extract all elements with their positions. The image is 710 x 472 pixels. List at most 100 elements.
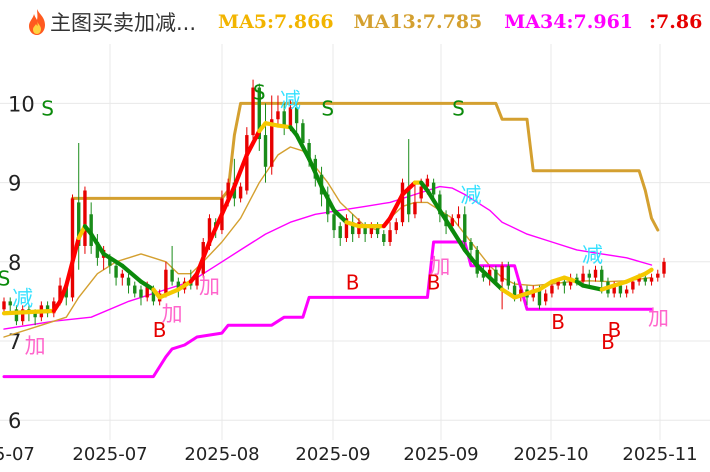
signal-label: 加	[429, 255, 450, 279]
signal-label: S	[321, 96, 334, 120]
trend-line-segment	[157, 287, 181, 300]
y-tick-label: 8	[8, 251, 21, 275]
candle-body	[450, 218, 455, 227]
candle-body	[139, 289, 143, 298]
signal-label: B	[427, 271, 441, 295]
signal-label: 减	[12, 286, 33, 310]
candle-body	[494, 269, 498, 282]
candle-body	[33, 313, 37, 318]
trend-line-segment	[624, 271, 648, 284]
signal-label: B	[601, 330, 615, 354]
candle-body	[587, 273, 591, 278]
candle-body	[164, 269, 168, 294]
candle-body	[643, 277, 648, 282]
x-tick-label: 2025-11	[622, 444, 697, 465]
candle-body	[425, 178, 430, 187]
y-tick-label: 9	[8, 172, 21, 196]
trend-line-segment	[462, 247, 480, 268]
candle-body	[270, 119, 274, 167]
x-tick-label: 2025-10	[513, 444, 588, 465]
signal-label: 减	[280, 88, 301, 112]
trend-line-segment	[306, 156, 324, 189]
candle-body	[344, 218, 349, 239]
fire-icon	[29, 9, 45, 35]
candle-body	[307, 143, 311, 159]
trend-line-segment	[500, 287, 517, 300]
signal-label: B	[153, 318, 167, 342]
candlestick-plot[interactable]: 6 7 8 9 10 5-07 2025-07 2025-08 2025-09 2025-09 20…	[0, 44, 710, 472]
candle-body	[20, 309, 25, 322]
trend-line-segment	[344, 220, 362, 229]
candle-body	[656, 273, 660, 278]
ma34-line	[3, 185, 653, 330]
trend-line-segment	[319, 184, 337, 213]
candle-body	[388, 230, 392, 242]
candle-body	[469, 242, 473, 250]
trend-line-segment	[643, 267, 654, 276]
candle-body	[120, 273, 125, 278]
trend-line-segment	[1, 308, 56, 316]
candle-body	[151, 289, 156, 302]
candle-body	[126, 277, 131, 286]
trend-line-segment	[89, 231, 106, 256]
trend-line-segment	[612, 279, 629, 288]
trend-line-segment	[599, 283, 617, 292]
candle-body	[562, 281, 567, 286]
trend-line-segment	[512, 291, 530, 300]
signal-label: 加	[199, 274, 220, 298]
candle-body	[537, 289, 542, 306]
x-tick-label: 2025-09	[295, 444, 370, 465]
candle-body	[133, 285, 137, 294]
candle-body	[301, 123, 305, 143]
trend-line-segment	[101, 251, 125, 268]
x-tick-label: 5-07	[0, 444, 35, 465]
trend-line-segment	[57, 283, 69, 304]
y-tick-label: 7	[8, 330, 21, 354]
candle-body	[363, 226, 367, 235]
trend-line-segment	[176, 279, 193, 292]
x-tick-label: 2025-08	[184, 444, 259, 465]
last-price-label: :7.86	[649, 11, 703, 33]
candle-body	[407, 186, 411, 215]
support-line	[2, 240, 653, 379]
candle-body	[276, 111, 280, 120]
candle-body	[282, 111, 286, 128]
candle-body	[375, 226, 380, 235]
ma13-line	[3, 146, 653, 338]
trend-line-segment	[219, 184, 237, 217]
candle-body	[624, 289, 629, 294]
indicator-title[interactable]: 主图买卖加减...	[50, 11, 197, 35]
trend-line-segment	[64, 235, 81, 288]
candle-body	[487, 269, 492, 278]
candle-body	[77, 202, 81, 246]
candle-body	[2, 301, 6, 310]
candle-body	[382, 234, 386, 242]
signal-label: S	[0, 267, 10, 291]
candle-body	[649, 277, 654, 282]
candle-body	[263, 135, 268, 167]
candle-body	[326, 194, 330, 215]
candle-body	[662, 261, 666, 274]
x-tick-label: 2025-07	[72, 444, 147, 465]
candle-body	[195, 273, 199, 286]
trend-line-segment	[194, 239, 212, 276]
trend-line-segment	[475, 263, 492, 280]
candle-body	[226, 182, 230, 199]
candle-body	[631, 281, 635, 290]
trend-line-segment	[537, 279, 555, 292]
y-tick-label: 10	[8, 92, 35, 116]
candle-body	[369, 226, 374, 235]
trend-line-segment	[294, 132, 312, 161]
candle-body	[251, 87, 255, 136]
candle-body	[506, 265, 511, 286]
signal-label: S	[41, 96, 54, 120]
trend-line-segment	[138, 279, 156, 292]
candle-body	[438, 194, 442, 215]
trend-line-segment	[331, 208, 349, 225]
signal-label: S	[452, 96, 465, 120]
candle-body	[14, 309, 19, 322]
trend-line-segment	[400, 180, 418, 197]
signal-label: 加	[648, 306, 669, 330]
candle-body	[8, 301, 12, 306]
